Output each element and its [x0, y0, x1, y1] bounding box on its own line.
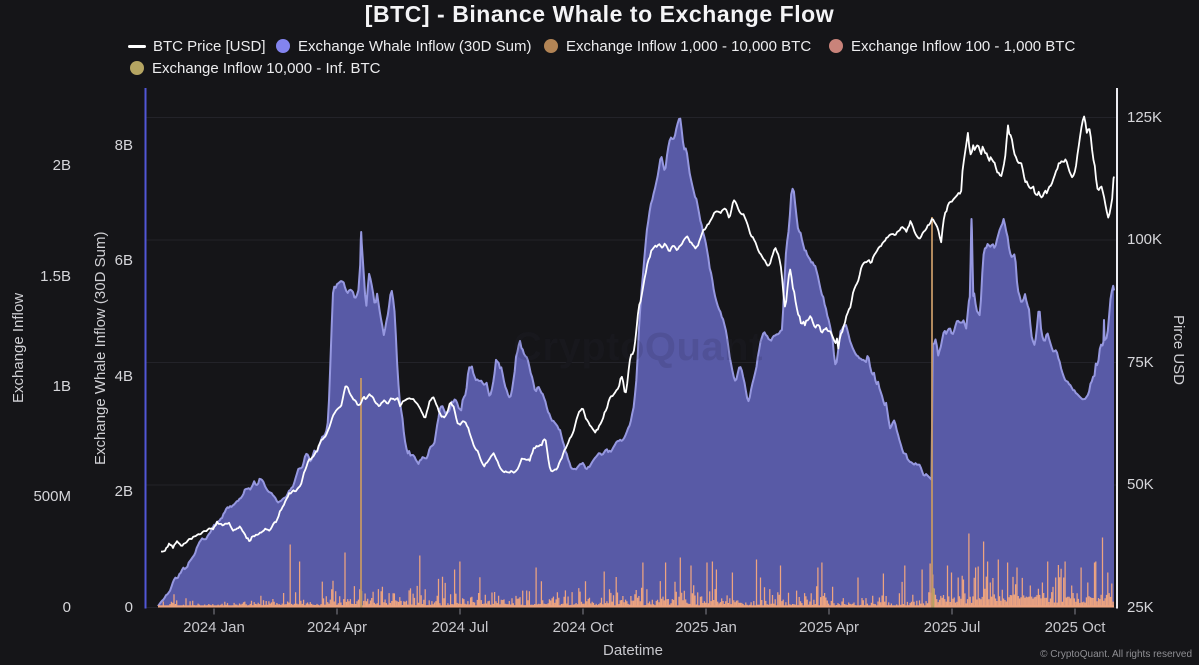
svg-text:CryptoQuant: CryptoQuant	[513, 325, 763, 369]
